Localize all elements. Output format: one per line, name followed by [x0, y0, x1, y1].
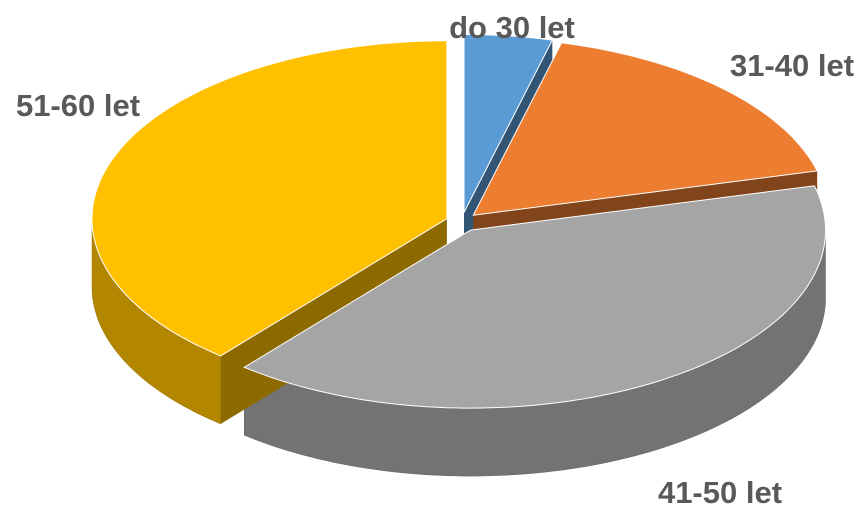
slice-label: do 30 let — [449, 10, 575, 45]
slice — [243, 185, 827, 409]
slice-tops — [91, 34, 827, 409]
slice-label: 31-40 let — [730, 48, 854, 83]
slice-label: 41-50 let — [658, 475, 782, 510]
slice — [91, 40, 448, 357]
slice-label: 51-60 let — [16, 88, 140, 123]
slice — [463, 34, 554, 213]
slice — [472, 42, 818, 216]
